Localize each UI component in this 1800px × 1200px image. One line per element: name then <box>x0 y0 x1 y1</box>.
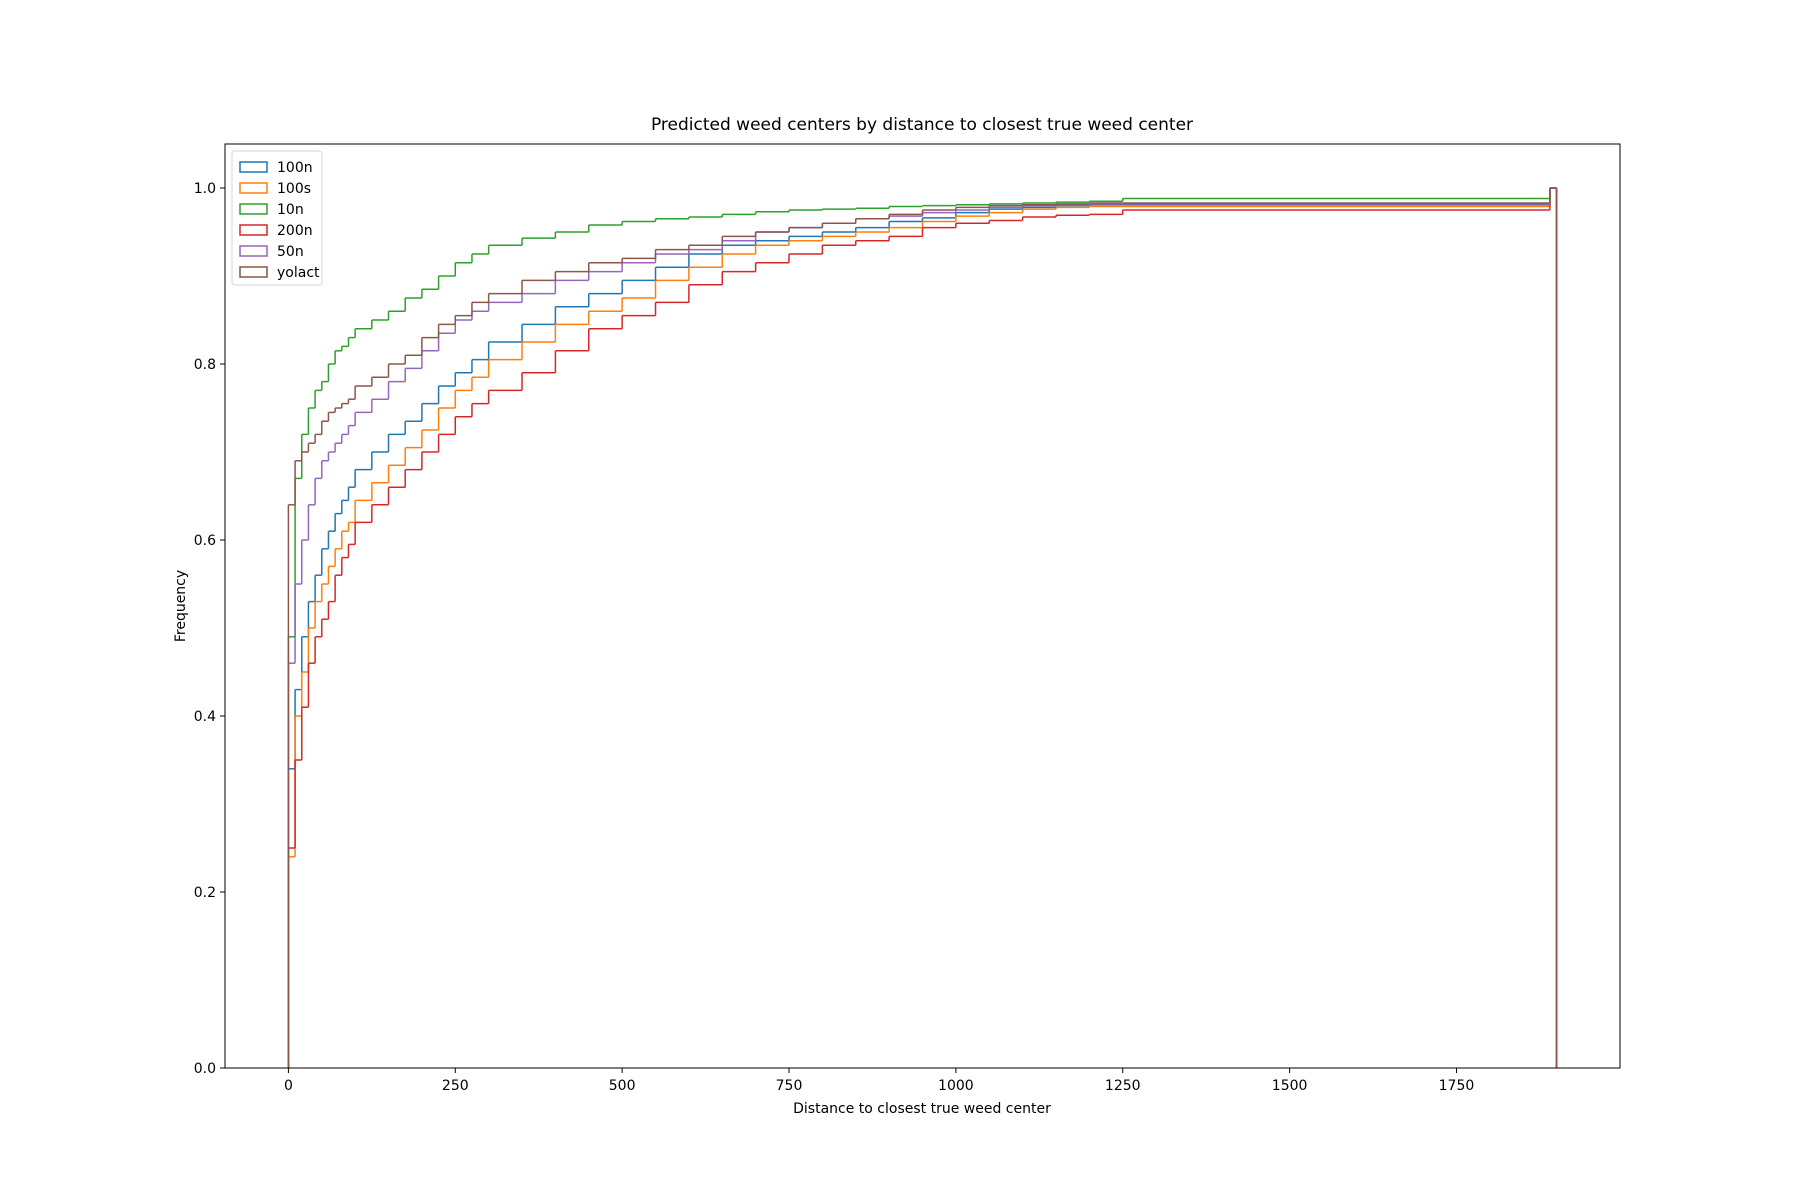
chart-title: Predicted weed centers by distance to cl… <box>651 115 1193 135</box>
legend-swatch <box>239 161 268 173</box>
legend-swatch <box>239 266 268 278</box>
legend-frame <box>231 150 323 286</box>
x-tick-label: 1250 <box>1105 1078 1141 1094</box>
series-0 <box>287 187 1558 1068</box>
legend-swatch <box>239 203 268 215</box>
y-tick-label: 0.0 <box>194 1061 216 1077</box>
x-axis-label: Distance to closest true weed center <box>793 1101 1051 1117</box>
series-5 <box>287 187 1558 1068</box>
y-tick-label: 0.2 <box>194 885 216 901</box>
y-axis-label: Frequency <box>173 570 189 642</box>
x-tick-label: 500 <box>609 1078 636 1094</box>
legend: 100n 100s 10n 200n 50n yolact <box>231 150 323 286</box>
y-tick-label: 0.8 <box>194 357 216 373</box>
legend-label: yolact <box>277 265 320 281</box>
x-tick-label: 1000 <box>938 1078 974 1094</box>
step-riser <box>287 188 1558 1068</box>
y-tick-label: 0.4 <box>194 709 216 725</box>
x-tick-label: 1500 <box>1272 1078 1308 1094</box>
step-riser <box>287 188 1558 1068</box>
step-riser <box>287 188 1558 1068</box>
step-riser <box>287 188 1558 1068</box>
legend-label: 100n <box>277 160 313 176</box>
y-tick-label: 0.6 <box>194 533 216 549</box>
plot-frame <box>224 143 1621 1069</box>
x-tick-label: 250 <box>442 1078 469 1094</box>
x-tick-label: 750 <box>776 1078 803 1094</box>
legend-label: 100s <box>277 181 311 197</box>
x-tick-label: 0 <box>284 1078 293 1094</box>
legend-swatch <box>239 182 268 194</box>
step-riser <box>287 188 1558 1068</box>
series-1 <box>287 187 1558 1068</box>
x-tick-label: 1750 <box>1439 1078 1475 1094</box>
y-tick-label: 1.0 <box>194 181 216 197</box>
legend-swatch <box>239 245 268 257</box>
series-2 <box>287 187 1558 1068</box>
step-riser <box>287 188 1558 1068</box>
legend-label: 50n <box>277 244 304 260</box>
legend-swatch <box>239 224 268 236</box>
series-3 <box>287 187 1558 1068</box>
series-4 <box>287 187 1558 1068</box>
legend-label: 10n <box>277 202 304 218</box>
legend-label: 200n <box>277 223 313 239</box>
